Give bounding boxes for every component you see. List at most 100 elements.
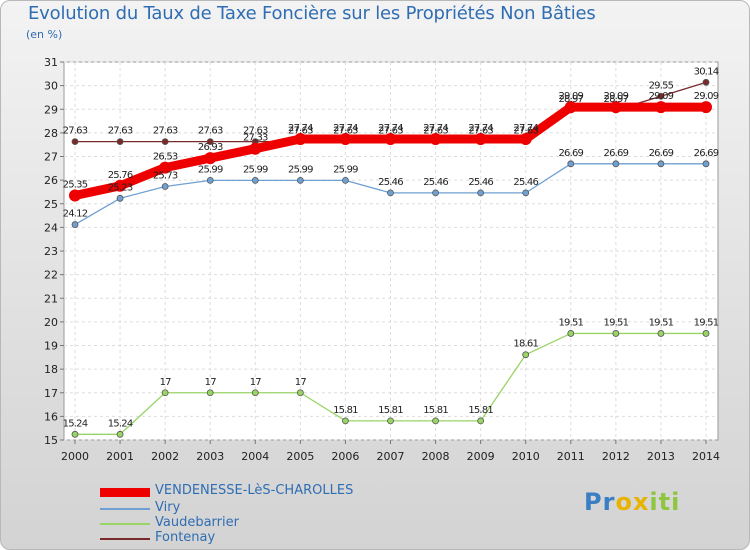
data-label: 27.74 [423, 123, 448, 134]
data-point [251, 176, 259, 184]
data-label: 27.63 [153, 126, 178, 137]
data-label: 25.46 [513, 177, 538, 188]
data-label: 26.69 [604, 148, 629, 159]
data-label: 15.81 [423, 405, 448, 416]
data-point [296, 389, 304, 397]
y-tick-label: 31 [44, 56, 58, 69]
proxiti-logo: Proxiti [584, 488, 680, 516]
y-tick-label: 25 [44, 198, 58, 211]
data-label: 15.24 [108, 418, 133, 429]
data-point [432, 417, 439, 425]
y-tick-label: 30 [44, 80, 58, 93]
logo-letter: P [584, 488, 603, 516]
x-tick-label: 2004 [241, 450, 269, 463]
data-label: 27.63 [288, 126, 313, 137]
data-label: 25.99 [198, 164, 223, 175]
data-label: 25.76 [108, 170, 133, 181]
data-label: 30.14 [694, 66, 719, 77]
data-point [206, 176, 214, 184]
data-point [609, 101, 622, 114]
data-label: 27.63 [333, 126, 358, 137]
data-point [71, 430, 79, 438]
data-point [654, 101, 667, 114]
data-label: 29.09 [604, 91, 629, 102]
data-label: 25.46 [378, 177, 403, 188]
x-tick-label: 2003 [196, 450, 224, 463]
data-label: 27.74 [468, 123, 493, 134]
data-point [116, 194, 124, 202]
chart-unit-label: (en %) [26, 28, 63, 41]
data-point [657, 92, 665, 100]
data-label: 15.24 [63, 418, 88, 429]
y-tick-label: 28 [44, 127, 58, 140]
y-tick-label: 18 [44, 363, 58, 376]
data-point [384, 133, 397, 146]
data-point [342, 417, 349, 425]
logo-letter: t [658, 488, 672, 516]
data-point [519, 133, 532, 146]
data-label: 26.93 [198, 142, 223, 153]
y-tick-label: 17 [44, 387, 58, 400]
logo-letter: r [602, 488, 616, 516]
logo-letter: o [615, 488, 633, 516]
x-tick-label: 2002 [151, 450, 179, 463]
data-point [700, 101, 712, 114]
data-label: 27.63 [243, 126, 268, 137]
x-tick-label: 2012 [602, 450, 630, 463]
data-label: 15.81 [333, 405, 358, 416]
data-label: 17 [160, 377, 172, 388]
data-point [564, 101, 577, 114]
y-tick-label: 15 [44, 434, 58, 447]
data-label: 15.81 [468, 405, 493, 416]
x-tick-label: 2013 [647, 450, 675, 463]
data-point [161, 138, 169, 146]
data-point [206, 389, 214, 397]
data-point [69, 189, 81, 202]
x-tick-label: 2010 [512, 450, 540, 463]
x-tick-label: 2014 [692, 450, 720, 463]
data-label: 29.09 [649, 91, 674, 102]
data-point [204, 152, 217, 165]
data-point [477, 189, 485, 197]
data-label: 28.97 [558, 94, 583, 105]
data-point [206, 138, 214, 146]
data-label: 29.55 [649, 80, 674, 91]
data-point [161, 183, 169, 190]
legend-swatch [100, 487, 150, 497]
data-label: 25.99 [333, 164, 358, 175]
y-tick-label: 19 [44, 340, 58, 353]
data-label: 27.74 [288, 123, 313, 134]
data-label: 27.63 [423, 126, 448, 137]
legend-label: VENDENESSE-LèS-CHAROLLES [155, 483, 354, 498]
data-point [71, 221, 79, 228]
legend-swatch [100, 538, 150, 540]
x-tick-label: 2011 [557, 450, 585, 463]
data-point [702, 78, 710, 86]
x-tick-label: 2001 [106, 450, 134, 463]
y-tick-label: 22 [44, 269, 58, 282]
data-label: 27.63 [108, 126, 133, 137]
data-label: 17 [250, 377, 262, 388]
data-point [702, 160, 710, 168]
data-label: 29.09 [694, 91, 719, 102]
legend-label: Viry [155, 500, 181, 515]
data-point [296, 176, 304, 184]
data-point [387, 189, 394, 197]
data-label: 25.23 [108, 182, 133, 193]
data-point [251, 389, 259, 397]
data-label: 27.74 [513, 123, 538, 134]
data-point [522, 189, 530, 197]
data-point [294, 133, 307, 146]
data-label: 25.46 [468, 177, 493, 188]
data-label: 27.63 [468, 126, 493, 137]
data-point [612, 330, 620, 337]
logo-letter: i [671, 488, 681, 516]
data-label: 24.12 [63, 209, 88, 220]
y-tick-label: 24 [44, 221, 58, 234]
data-point [474, 133, 487, 146]
logo-letter: i [649, 488, 659, 516]
data-point [159, 161, 172, 174]
data-label: 19.51 [694, 317, 719, 328]
data-label: 17 [295, 377, 307, 388]
